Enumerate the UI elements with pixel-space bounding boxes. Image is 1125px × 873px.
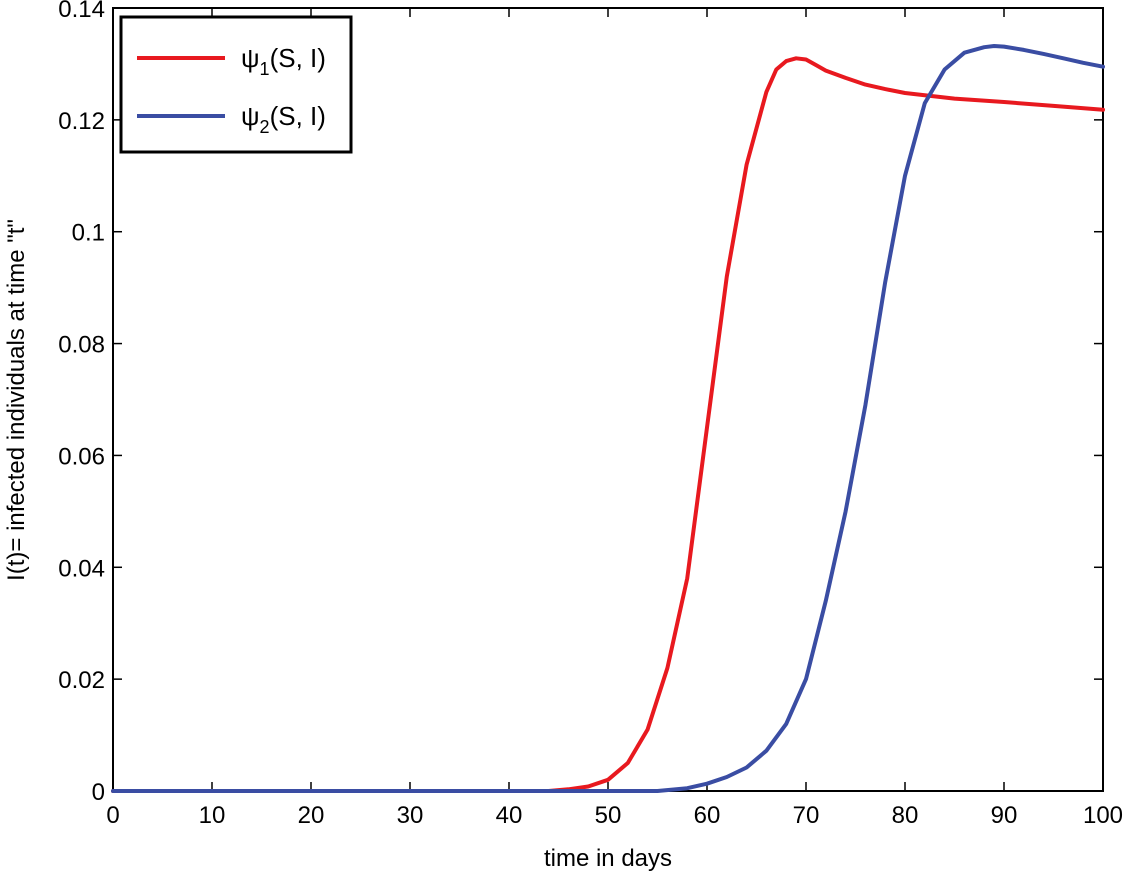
y-tick-label: 0.08 (58, 332, 105, 359)
x-tick-label: 0 (106, 802, 119, 829)
series-line-psi2 (111, 44, 1105, 793)
x-tick-label: 10 (199, 802, 226, 829)
x-tick-labels: 0 10 20 30 40 50 60 70 80 90 100 (106, 802, 1123, 829)
y-tick-label: 0.04 (58, 555, 105, 582)
x-tick-label: 100 (1083, 802, 1123, 829)
x-tick-label: 50 (595, 802, 622, 829)
y-axis-title: I(t)= infected individuals at time "t" (3, 219, 30, 581)
legend: ψ1(S, I) ψ2(S, I) (119, 15, 353, 154)
y-tick-label: 0.02 (58, 667, 105, 694)
y-tick-label: 0 (92, 779, 105, 806)
x-tick-label: 30 (397, 802, 424, 829)
series-lines (111, 44, 1105, 793)
x-tick-label: 60 (694, 802, 721, 829)
y-tick-label: 0.06 (58, 443, 105, 470)
y-tick-labels: 0 0.02 0.04 0.06 0.08 0.1 0.12 0.14 (58, 0, 105, 806)
x-tick-label: 80 (892, 802, 919, 829)
legend-label-psi2: ψ2(S, I) (241, 101, 326, 137)
legend-box (119, 15, 353, 154)
x-tick-label: 20 (298, 802, 325, 829)
x-tick-label: 40 (496, 802, 523, 829)
y-tick-label: 0.1 (72, 220, 105, 247)
y-tick-label: 0.14 (58, 0, 105, 23)
series-line-psi1 (111, 56, 1105, 793)
x-axis-title: time in days (544, 845, 672, 872)
x-tick-label: 90 (991, 802, 1018, 829)
legend-label-psi1: ψ1(S, I) (241, 43, 326, 79)
x-tick-label: 70 (793, 802, 820, 829)
y-tick-label: 0.12 (58, 108, 105, 135)
